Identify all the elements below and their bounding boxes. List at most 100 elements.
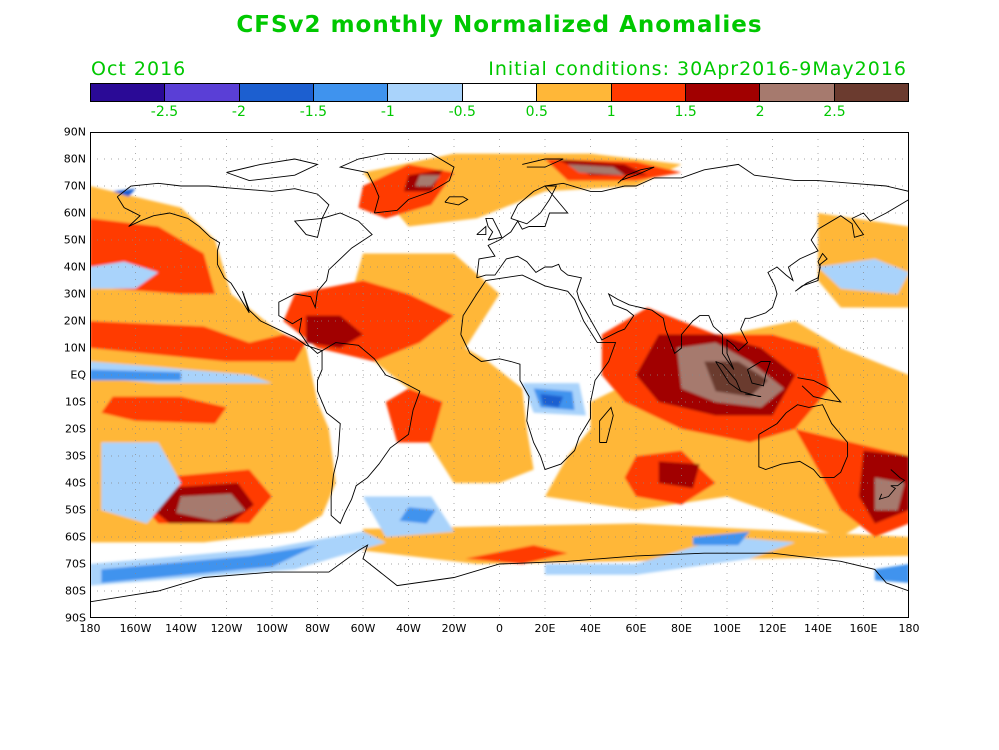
coastline bbox=[90, 544, 909, 603]
longitude-tick-label: 60W bbox=[350, 622, 376, 635]
color-swatch bbox=[760, 84, 835, 101]
latitude-tick-label: 80N bbox=[63, 152, 86, 166]
anomaly-contour bbox=[90, 321, 307, 362]
longitude-tick-label: 100W bbox=[256, 622, 288, 635]
coastlines bbox=[90, 153, 909, 603]
color-swatch bbox=[462, 84, 538, 101]
anomaly-contour bbox=[90, 261, 159, 289]
legend-tick-label: 2 bbox=[755, 104, 765, 120]
color-swatch bbox=[685, 84, 761, 101]
legend-tick-label: 2.5 bbox=[823, 104, 846, 120]
latitude-tick-label: 90S bbox=[65, 611, 86, 625]
longitude-tick-label: 60E bbox=[625, 622, 647, 635]
coastline bbox=[794, 252, 828, 292]
initial-conditions: Initial conditions: 30Apr2016-9May2016 bbox=[488, 58, 907, 80]
latitude-tick-label: 50S bbox=[65, 503, 86, 517]
legend-tick-label: 0.5 bbox=[525, 104, 548, 120]
longitude-tick-label: 40W bbox=[396, 622, 421, 635]
coastline bbox=[338, 153, 455, 214]
anomaly-contour bbox=[415, 175, 441, 186]
latitude-tick-label: 70S bbox=[65, 557, 86, 571]
coastline bbox=[476, 163, 909, 278]
coastline bbox=[476, 199, 909, 370]
coastline bbox=[797, 377, 842, 403]
latitude-tick-label: 30S bbox=[65, 449, 86, 463]
legend-tick-label: -2.5 bbox=[150, 104, 179, 120]
coastline bbox=[740, 390, 762, 398]
anomaly-contour bbox=[658, 461, 700, 489]
color-swatch bbox=[611, 84, 686, 101]
legend-tick-label: 1 bbox=[606, 104, 616, 120]
coastline bbox=[485, 217, 503, 241]
legend-tick-label: -1.5 bbox=[299, 104, 328, 120]
longitude-tick-label: 140W bbox=[165, 622, 197, 635]
coastline bbox=[476, 225, 487, 236]
longitude-tick-label: 160W bbox=[119, 622, 152, 635]
latitude-tick-label: 20N bbox=[63, 314, 86, 328]
legend-tick-label: -2 bbox=[231, 104, 246, 120]
anomaly-contour bbox=[306, 315, 363, 348]
longitude-tick-label: 120E bbox=[758, 622, 787, 635]
coastline bbox=[617, 166, 655, 184]
latitude-tick-label: EQ bbox=[70, 368, 86, 382]
anomaly-contour bbox=[818, 258, 909, 294]
latitude-tick-label: 60N bbox=[63, 206, 86, 220]
longitude-tick-label: 120W bbox=[210, 622, 243, 635]
color-swatch bbox=[537, 84, 612, 101]
anomaly-contour bbox=[399, 507, 436, 524]
latitude-tick-label: 40N bbox=[63, 260, 86, 274]
chart-title: CFSv2 monthly Normalized Anomalies bbox=[236, 12, 763, 38]
coastline bbox=[758, 404, 849, 479]
anomaly-contour bbox=[540, 393, 564, 408]
coastline bbox=[444, 196, 469, 206]
anomaly-contour bbox=[101, 396, 227, 424]
longitude-tick-label: 0 bbox=[496, 622, 503, 635]
latitude-tick-label: 20S bbox=[65, 422, 86, 436]
longitude-tick-label: 40E bbox=[580, 622, 601, 635]
anomaly-contour bbox=[567, 164, 625, 176]
forecast-month: Oct 2016 bbox=[91, 58, 187, 80]
coastline bbox=[460, 274, 617, 471]
coastline bbox=[317, 342, 421, 525]
coastline bbox=[226, 158, 319, 182]
anomaly-contour bbox=[112, 188, 136, 197]
latitude-tick-label: 70N bbox=[63, 179, 86, 193]
longitude-tick-label: 180 bbox=[898, 622, 920, 635]
coastline bbox=[599, 406, 614, 443]
anomaly-contour bbox=[90, 369, 181, 381]
latitude-tick-label: 40S bbox=[65, 476, 86, 490]
longitude-tick-label: 80W bbox=[305, 622, 330, 635]
coastline bbox=[715, 361, 742, 393]
latitude-tick-label: 50N bbox=[63, 233, 86, 247]
latitude-tick-label: 30N bbox=[63, 287, 86, 301]
anomaly-contour bbox=[176, 493, 245, 521]
anomaly-contour bbox=[874, 564, 909, 583]
coastline bbox=[890, 469, 906, 487]
longitude-tick-label: 100E bbox=[713, 622, 741, 635]
latitude-tick-label: 80S bbox=[65, 584, 86, 598]
longitude-tick-label: 80E bbox=[671, 622, 692, 635]
legend-tick-label: -0.5 bbox=[448, 104, 476, 120]
latitude-tick-label: 10N bbox=[63, 341, 86, 355]
latitude-tick-label: 10S bbox=[65, 395, 86, 409]
coastline bbox=[878, 485, 897, 500]
latitude-tick-label: 60S bbox=[65, 530, 86, 544]
color-swatch bbox=[388, 84, 463, 101]
legend-tick-label: 1.5 bbox=[674, 104, 697, 120]
coastline bbox=[116, 182, 373, 354]
anomaly-contour bbox=[101, 442, 181, 524]
longitude-tick-label: 160E bbox=[849, 622, 878, 635]
coastline bbox=[747, 361, 771, 387]
color-swatch bbox=[834, 84, 908, 101]
color-swatch bbox=[239, 84, 315, 101]
latitude-tick-label: 90N bbox=[63, 125, 86, 139]
anomaly-contour bbox=[704, 361, 768, 397]
color-swatch bbox=[91, 84, 166, 101]
color-swatch bbox=[165, 84, 240, 101]
longitude-tick-label: 20W bbox=[441, 622, 467, 635]
anomaly-contour bbox=[385, 388, 443, 443]
longitude-tick-label: 180 bbox=[79, 622, 101, 635]
anomaly-contour bbox=[545, 537, 796, 575]
coastline bbox=[510, 185, 558, 225]
longitude-tick-label: 140E bbox=[804, 622, 832, 635]
